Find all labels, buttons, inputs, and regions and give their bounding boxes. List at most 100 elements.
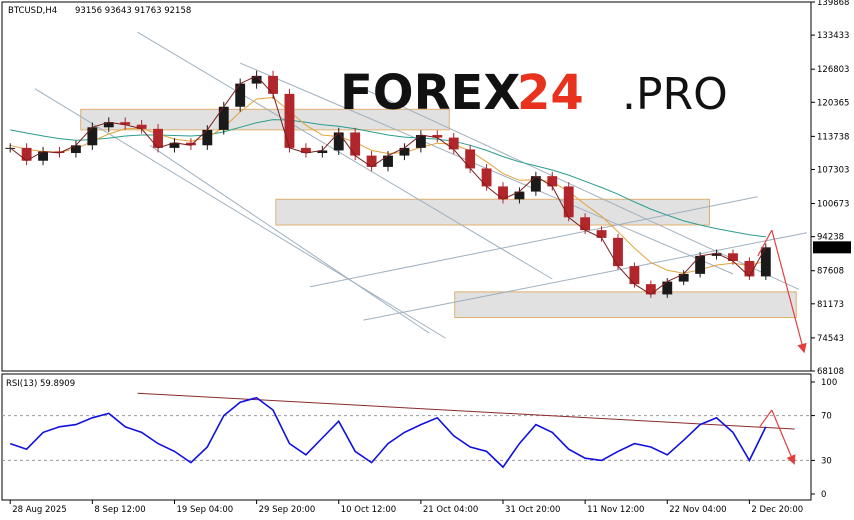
support-resistance-zone (454, 291, 797, 319)
price-tick-label: 81173 (817, 300, 844, 310)
candle-body (38, 151, 48, 161)
candle-body (284, 93, 295, 148)
logo-text-24: 24 (517, 65, 584, 121)
price-tick-label: 68108 (817, 367, 844, 377)
price-tick-label: 113738 (817, 132, 849, 142)
candle-body (399, 147, 410, 156)
candle-body (383, 155, 393, 167)
rsi-pane-frame (1, 373, 812, 501)
time-tick-label: 11 Nov 12:00 (587, 505, 644, 515)
time-tick-label: 22 Nov 04:00 (669, 505, 726, 515)
time-tick-label: 21 Oct 04:00 (423, 505, 478, 515)
time-tick-label: 31 Oct 20:00 (505, 505, 560, 515)
logo-text-pro: .PRO (622, 69, 728, 120)
candle-body (185, 142, 196, 146)
rsi-tick-label: 30 (821, 456, 832, 466)
candle-body (120, 122, 131, 125)
price-pane-frame (1, 1, 812, 372)
rsi-title: RSI(13) 59.8909 (6, 379, 75, 389)
rsi-forecast-rise (759, 409, 773, 428)
candle-body (695, 255, 706, 274)
candle-body (547, 176, 558, 187)
candle-body (87, 127, 98, 146)
symbol-label: BTCUSD,H4 (8, 6, 57, 16)
candle-body (251, 75, 262, 84)
candle-body (613, 237, 623, 267)
trend-channel-line (34, 88, 446, 339)
logo-text-forex: FOREX (340, 65, 520, 121)
trend-channel-line (363, 232, 807, 321)
candle-body (350, 132, 361, 156)
price-tick-label: 126803 (817, 65, 849, 75)
candle-body (21, 147, 32, 161)
candle-body (645, 284, 656, 295)
price-tick-label: 107303 (817, 165, 849, 175)
price-tick-label: 139868 (817, 0, 849, 8)
candle-body (760, 247, 771, 277)
trend-channel-line (363, 88, 799, 290)
moving-average-slow (10, 119, 766, 238)
ohlc-label: 93156 93643 91763 92158 (75, 6, 191, 16)
candle-body (563, 186, 574, 218)
candle-body (448, 137, 459, 150)
time-tick-label: 8 Sep 12:00 (94, 505, 145, 515)
candle-body (432, 135, 443, 138)
trend-channel-line (309, 196, 758, 288)
time-tick-label: 28 Aug 2025 (12, 505, 66, 515)
candle-body (366, 155, 377, 167)
candle-body (300, 147, 311, 154)
support-resistance-zone (275, 198, 710, 226)
price-tick-label: 87608 (817, 267, 844, 277)
candle-body (317, 150, 328, 154)
candle-body (728, 253, 738, 261)
candle-body (169, 142, 180, 148)
candle-body (580, 217, 591, 231)
price-tick-label: 120365 (817, 98, 849, 108)
candle-body (596, 230, 607, 238)
rsi-trend-line (137, 392, 795, 430)
forecast-arrow (771, 229, 807, 354)
candle-body (415, 135, 426, 148)
time-tick-label: 29 Sep 20:00 (259, 505, 316, 515)
candle-body (662, 281, 673, 295)
candle-body (153, 128, 163, 148)
rsi-line (9, 396, 767, 469)
candle-body (465, 149, 476, 169)
candle-body (530, 176, 541, 192)
forecast-rise-line (757, 229, 773, 257)
time-tick-label: 10 Oct 12:00 (341, 505, 396, 515)
price-tick-label: 100673 (817, 200, 849, 210)
candle-body (268, 75, 278, 94)
candle-body (711, 253, 722, 256)
candle-body (498, 186, 508, 200)
candle-body (54, 151, 65, 154)
current-price-tag (813, 241, 851, 254)
candle-body (70, 145, 81, 154)
candle-body (333, 132, 344, 151)
candle-body (514, 191, 525, 200)
price-tick-label: 94238 (817, 233, 844, 243)
forex24-logo: FOREX 24 .PRO (340, 65, 728, 121)
time-tick-label: 19 Sep 04:00 (176, 505, 233, 515)
candle-body (678, 273, 689, 282)
price-tick-label: 74543 (817, 334, 844, 344)
candle-body (202, 129, 213, 146)
candle-body (218, 106, 229, 130)
trend-channel-line (137, 31, 553, 280)
candle-body (103, 122, 114, 128)
candle-body (136, 124, 147, 129)
trend-channel-line (149, 144, 430, 334)
support-resistance-zone (80, 108, 450, 131)
rsi-forecast-arrow (771, 409, 796, 465)
price-tick-label: 133433 (817, 31, 849, 41)
rsi-tick-label: 100 (821, 378, 837, 388)
price-close-line (9, 75, 767, 296)
time-tick-label: 2 Dec 20:00 (751, 505, 803, 515)
candle-body (744, 260, 755, 277)
candle-body (481, 168, 492, 187)
rsi-tick-label: 70 (821, 412, 832, 422)
candle-body (629, 266, 640, 285)
current-price-label: 92158 (816, 243, 843, 253)
rsi-tick-label: 0 (821, 490, 826, 500)
